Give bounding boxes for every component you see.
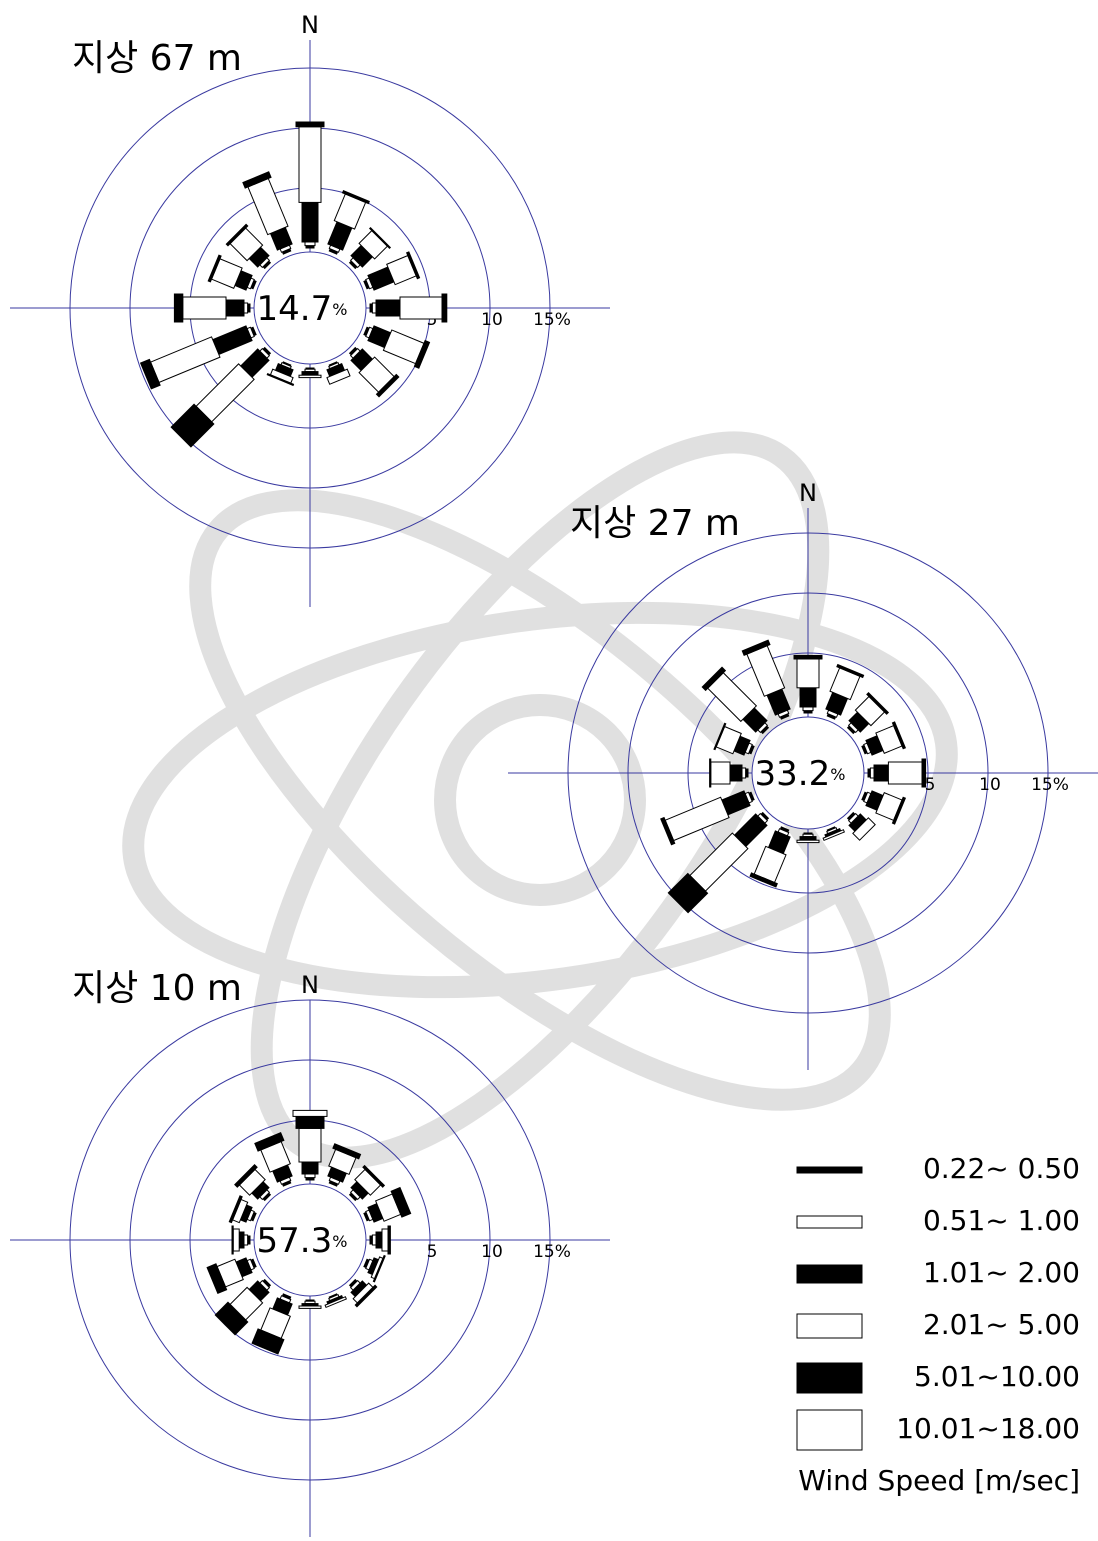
bar-segment — [372, 1235, 376, 1245]
bar-segment — [305, 242, 315, 246]
legend-label: 1.01~ 2.00 — [923, 1256, 1080, 1289]
legend-swatch — [797, 1314, 862, 1338]
legend-label: 0.51~ 1.00 — [923, 1204, 1080, 1237]
bar-segment — [797, 840, 819, 842]
bar-segment — [382, 1229, 388, 1251]
legend-swatch — [797, 1410, 862, 1450]
bar-segment — [293, 1110, 327, 1116]
bar-segment — [730, 765, 742, 781]
bar-segment — [742, 768, 746, 778]
direction-bar — [229, 1196, 260, 1230]
bar-segment — [711, 762, 730, 784]
ring-label: 10 — [979, 775, 1001, 795]
ring-label: 5 — [427, 1242, 438, 1262]
bar-segment — [151, 337, 220, 383]
calm-unit: % — [332, 300, 347, 319]
bar-segment — [296, 122, 324, 127]
calm-unit: % — [332, 1232, 347, 1251]
direction-bar — [299, 368, 321, 378]
bar-segment — [800, 688, 816, 707]
direction-bar — [868, 759, 926, 787]
direction-bar — [299, 1300, 321, 1308]
bar-segment — [299, 375, 321, 377]
bar-segment — [442, 294, 447, 322]
north-label: N — [301, 971, 319, 999]
ring-label: 15% — [1031, 775, 1069, 795]
direction-bar — [858, 722, 905, 763]
bar-segment — [226, 300, 244, 316]
legend-label: 10.01~18.00 — [896, 1412, 1080, 1445]
legend-label: 0.22~ 0.50 — [923, 1152, 1080, 1185]
ring-label: 15% — [533, 1242, 571, 1262]
bar-segment — [299, 1306, 321, 1308]
calm-value: 33.2 — [755, 754, 831, 794]
north-label: N — [799, 479, 817, 507]
north-label: N — [301, 11, 319, 39]
page: 51015%N지상 67 m14.7%51015%N지상 27 m33.2%51… — [0, 0, 1098, 1541]
direction-bar — [794, 655, 822, 713]
bar-segment — [888, 762, 922, 784]
legend-swatch — [797, 1265, 862, 1283]
bar-segment — [213, 326, 252, 355]
bar-segment — [302, 202, 318, 242]
bar-segment — [874, 765, 888, 781]
calm-unit: % — [830, 765, 845, 784]
bar-segment — [710, 759, 711, 787]
legend-swatch — [797, 1363, 862, 1393]
legend-label: 2.01~ 5.00 — [923, 1308, 1080, 1341]
bar-segment — [244, 303, 248, 313]
bar-segment — [372, 303, 376, 313]
bar-segment — [174, 294, 182, 322]
bar-segment — [232, 1226, 233, 1254]
bar-segment — [870, 768, 874, 778]
bar-segment — [747, 646, 785, 697]
bar-segment — [233, 1229, 239, 1251]
direction-bar — [323, 359, 350, 384]
bar-segment — [388, 1226, 390, 1254]
direction-bar — [174, 294, 250, 322]
legend-swatch — [797, 1167, 862, 1173]
calm-value: 57.3 — [257, 1221, 333, 1261]
bar-segment — [239, 1232, 244, 1248]
rose-title: 지상 67 m — [72, 38, 242, 79]
bar-segment — [400, 297, 442, 319]
bar-segment — [299, 1128, 321, 1162]
bar-segment — [183, 297, 226, 319]
bar-segment — [302, 1162, 318, 1174]
legend-title: Wind Speed [m/sec] — [798, 1464, 1080, 1497]
bar-segment — [376, 300, 400, 316]
legend-swatch — [797, 1216, 862, 1228]
bar-segment — [302, 372, 318, 376]
direction-bar — [296, 122, 324, 248]
direction-bar — [232, 1226, 250, 1254]
ring-label: 5 — [925, 775, 936, 795]
rose-title: 지상 27 m — [570, 503, 740, 544]
direction-bar — [858, 783, 905, 824]
bar-segment — [794, 655, 822, 659]
ring-label: 10 — [481, 1242, 503, 1262]
bar-segment — [803, 707, 813, 711]
rose-title: 지상 10 m — [72, 968, 242, 1009]
direction-bar — [370, 1226, 390, 1254]
bar-segment — [248, 179, 288, 235]
bar-segment — [196, 364, 254, 422]
legend-label: 5.01~10.00 — [914, 1360, 1080, 1393]
chart: 51015%N지상 67 m14.7%51015%N지상 27 m33.2%51… — [0, 0, 1098, 1537]
ring-label: 15% — [533, 310, 571, 330]
bar-segment — [299, 127, 321, 203]
bar-segment — [296, 1116, 324, 1128]
calm-value: 14.7 — [257, 289, 333, 329]
bar-segment — [797, 659, 819, 688]
bar-segment — [800, 837, 816, 841]
bar-segment — [244, 1235, 248, 1245]
direction-bar — [370, 294, 447, 322]
bar-segment — [305, 1174, 315, 1178]
ring-label: 10 — [481, 310, 503, 330]
bar-segment — [376, 1232, 382, 1248]
bar-segment — [922, 759, 926, 787]
